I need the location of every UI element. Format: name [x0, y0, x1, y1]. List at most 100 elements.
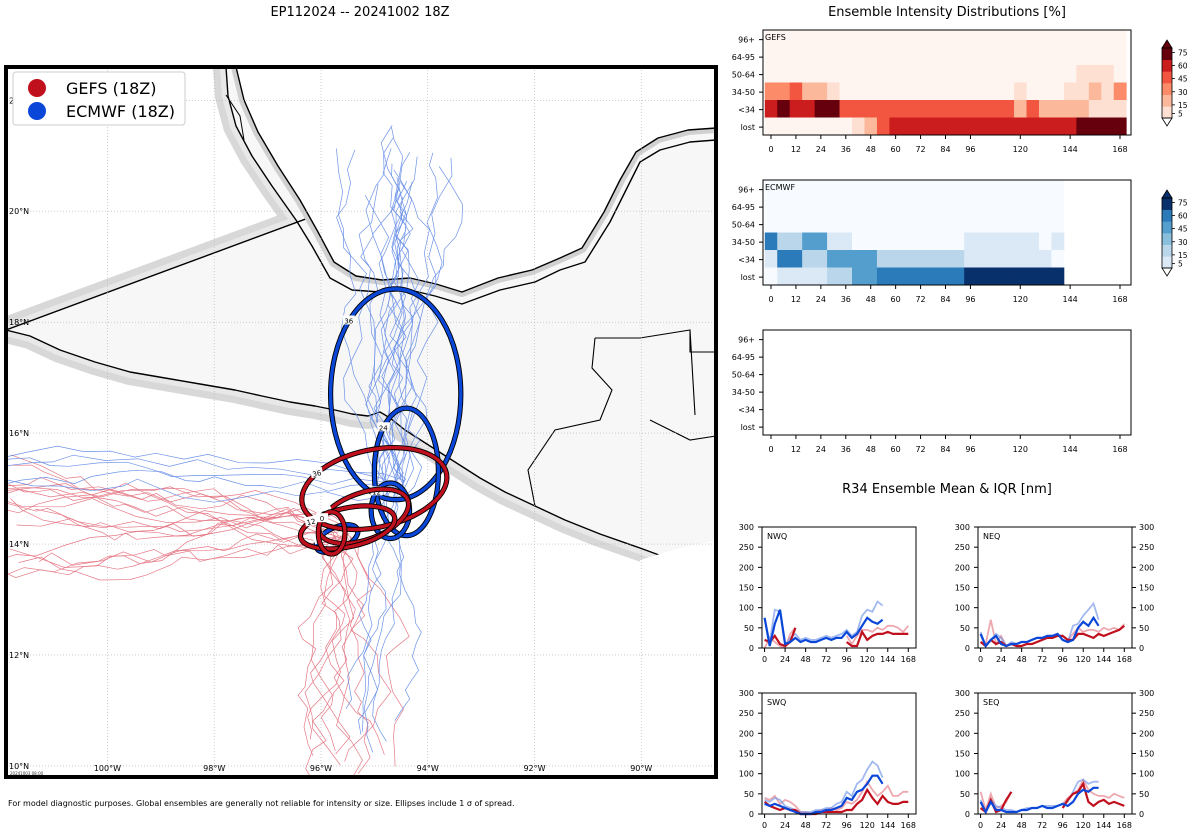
r34-xtick-label: 48: [801, 821, 811, 830]
heatmap-cell: [914, 232, 928, 251]
heatmap-cell: [1001, 82, 1015, 101]
heatmap-cell: [1051, 250, 1065, 268]
heatmap-cell: [852, 82, 865, 101]
heatmap-cell: [1038, 250, 1052, 268]
heatmap-cell: [964, 65, 978, 83]
ecmwf-member-track: [389, 156, 418, 485]
gefs-member-track: [6, 528, 340, 578]
heatmap-cell: [976, 250, 990, 268]
heatmap-cell: [1101, 65, 1115, 83]
heatmap-cell: [839, 100, 853, 118]
heatmap-cell: [989, 232, 1002, 251]
heatmap-cell: [802, 232, 816, 251]
heatmap-xtick-label: 84: [940, 445, 950, 454]
heatmap-ybin-label: <34: [738, 406, 755, 415]
heatmap-cell: [777, 117, 791, 136]
heatmap-cell: [976, 47, 990, 66]
heatmap-cell: [976, 65, 990, 83]
heatmap-cell: [1051, 82, 1065, 101]
heatmap-cell: [789, 82, 803, 101]
r34-xtick-label: 0: [978, 655, 983, 664]
heatmap-cell: [939, 30, 953, 48]
heatmap-cell: [764, 215, 778, 233]
map-gridlines: [6, 67, 716, 777]
heatmap-cell: [1038, 232, 1052, 251]
heatmap-cell: [964, 250, 978, 268]
heatmap-cell: [914, 65, 928, 83]
heatmap-cell: [926, 267, 940, 286]
r34-ytick-label: 300: [955, 689, 970, 698]
map-xtick-label: 98°W: [203, 764, 225, 773]
map-xtick-label: 96°W: [310, 764, 332, 773]
map-xtick-label: 94°W: [417, 764, 439, 773]
heatmap-cell: [926, 232, 940, 251]
heatmap-ybin-label: 64-95: [732, 353, 755, 362]
heatmap-xtick-label: 24: [816, 445, 826, 454]
heatmap-cell: [889, 117, 903, 136]
heatmap-ybin-label: <34: [738, 106, 755, 115]
heatmap-cell: [814, 100, 828, 118]
r34-ytick-label: 200: [1139, 563, 1154, 572]
r34-ytick-label: 200: [739, 563, 754, 572]
heatmap-cell: [989, 65, 1002, 83]
heatmap-cell: [1026, 197, 1040, 216]
heatmap-cell: [852, 117, 865, 136]
heatmap-cell: [789, 117, 803, 136]
heatmap-cell: [789, 47, 803, 66]
heatmap-cell: [989, 250, 1002, 268]
r34-quadrant-label: SWQ: [767, 698, 786, 707]
gefs-member-track: [321, 535, 371, 774]
heatmap-cell: [814, 215, 828, 233]
r34-mean-line: [979, 615, 1100, 649]
heatmap-cell: [926, 30, 940, 48]
heatmap-cell: [802, 100, 816, 118]
heatmap-xtick-label: 60: [891, 145, 901, 154]
r34-ytick-label: 300: [739, 689, 754, 698]
heatmap-cell: [777, 65, 791, 83]
r34-xtick-label: 120: [860, 655, 875, 664]
heatmap-cell: [827, 117, 840, 136]
heatmap-cell: [1001, 180, 1015, 198]
heatmap-cell: [1014, 47, 1027, 66]
heatmap-cell: [1076, 117, 1090, 136]
heatmap-cell: [889, 267, 903, 286]
heatmap-cell: [939, 82, 953, 101]
heatmap-cell: [789, 180, 803, 198]
heatmap-cell: [777, 215, 791, 233]
heatmap-cell: [951, 65, 965, 83]
heatmap-ybin-label: 64-95: [732, 53, 755, 62]
r34-ytick-label: 100: [955, 604, 970, 613]
heatmap-cell: [901, 65, 915, 83]
heatmap-cell: [814, 232, 828, 251]
heatmap-cell: [852, 250, 865, 268]
heatmap-cell: [989, 197, 1002, 216]
map-xtick-label: 90°W: [630, 764, 652, 773]
heatmap-cell: [827, 180, 840, 198]
r34-xtick-label: 24: [780, 821, 790, 830]
colorbar-tick-label: 75: [1178, 48, 1188, 57]
heatmap-cell: [964, 215, 978, 233]
ellipse-hour-label: 24: [379, 424, 388, 432]
r34-xtick-label: 0: [762, 655, 767, 664]
heatmap-cell: [1063, 117, 1077, 136]
ellipse-hour-label: 12: [372, 488, 381, 496]
r34-quadrant-label: SEQ: [983, 698, 999, 707]
heatmap-cell: [852, 267, 865, 286]
heatmap-cell: [789, 267, 803, 286]
heatmap-xtick-label: 24: [816, 295, 826, 304]
map-ytick-label: 16°N: [9, 429, 29, 438]
map-stamp: 20241003 08:00: [10, 771, 44, 776]
heatmap-cell: [1088, 47, 1102, 66]
ecmwf-member-track: [343, 137, 394, 495]
heatmap-cell: [1101, 100, 1115, 118]
track-map: 36241203624120 100°W98°W96°W94°W92°W90°W…: [4, 65, 718, 779]
heatmap-cell: [764, 65, 778, 83]
legend-ecmwf-marker: [28, 102, 46, 120]
heatmap-cell: [852, 65, 865, 83]
heatmap-cell: [777, 180, 791, 198]
r34-xtick-label: 168: [901, 655, 916, 664]
colorbar-segment: [1162, 59, 1172, 72]
r34-xtick-label: 24: [996, 655, 1006, 664]
heatmap-cell: [802, 250, 816, 268]
heatmap-cell: [889, 232, 903, 251]
